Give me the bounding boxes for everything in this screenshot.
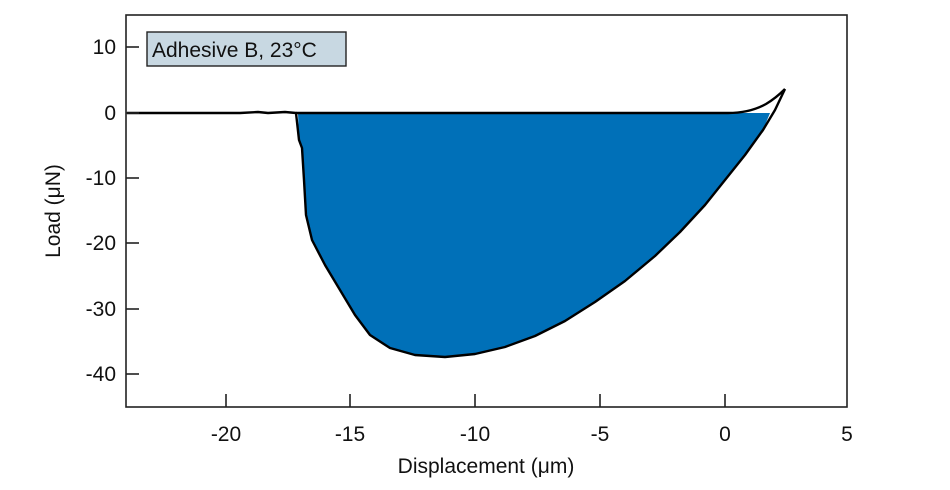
x-tick-label: -20 bbox=[211, 423, 241, 446]
plot-frame bbox=[125, 14, 848, 408]
approach-curve bbox=[296, 88, 786, 115]
y-tick-label: -30 bbox=[86, 298, 116, 321]
y-axis bbox=[126, 46, 139, 375]
load-curve bbox=[127, 88, 787, 359]
x-axis bbox=[225, 394, 726, 407]
annotation-label: Adhesive B, 23°C bbox=[152, 39, 317, 62]
adhesion-area bbox=[298, 113, 770, 357]
x-tick-label: -15 bbox=[335, 423, 365, 446]
y-tick-label: -10 bbox=[86, 167, 116, 190]
y-tick-label: 10 bbox=[93, 36, 116, 59]
y-tick-label: -20 bbox=[86, 232, 116, 255]
x-tick-label: -5 bbox=[591, 423, 610, 446]
x-tick-label: 5 bbox=[841, 423, 853, 446]
y-axis-title: Load (μN) bbox=[42, 164, 65, 258]
x-axis-title: Displacement (μm) bbox=[398, 455, 575, 478]
x-tick-label: 0 bbox=[719, 423, 731, 446]
y-tick-label: -40 bbox=[86, 363, 116, 386]
x-tick-label: -10 bbox=[460, 423, 490, 446]
annotation-box bbox=[146, 31, 347, 67]
y-tick-label: 0 bbox=[104, 102, 116, 125]
